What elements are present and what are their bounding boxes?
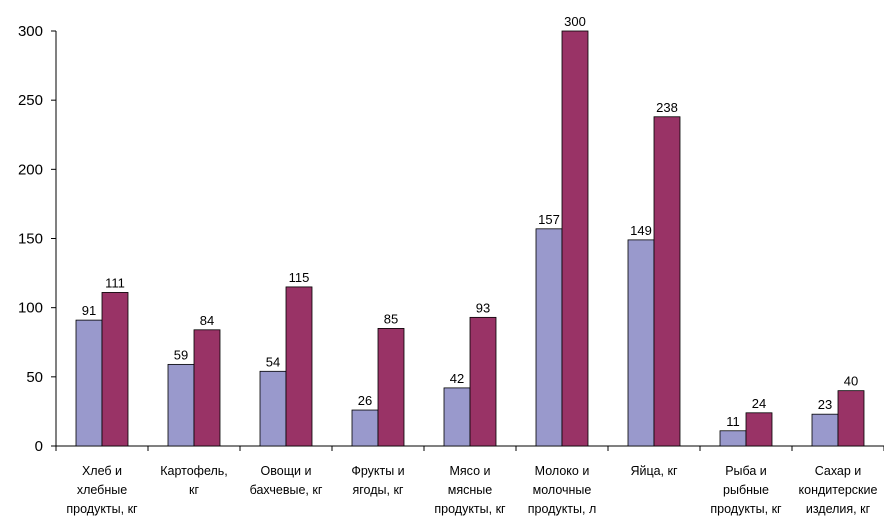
x-tick-label: Картофель,: [160, 464, 228, 478]
data-label-series1-1: 91: [82, 303, 96, 318]
y-tick-label: 150: [18, 231, 43, 248]
x-tick-label: кондитерские: [799, 483, 878, 497]
data-label-series1-6: 157: [538, 212, 560, 227]
bar-series1-3: [259, 370, 287, 447]
x-tick-label: Хлеб и: [82, 464, 122, 478]
y-tick-label: 50: [26, 369, 43, 386]
x-tick-label: Мясо и: [450, 464, 491, 478]
bar-series2-4: [377, 328, 405, 447]
data-label-series1-8: 11: [726, 414, 740, 429]
bar-series1-5: [443, 387, 471, 447]
x-tick-label: изделия, кг: [806, 502, 871, 516]
bar-series1-9: [811, 413, 839, 447]
data-label-series1-5: 42: [450, 371, 464, 386]
bar-series1-7: [627, 239, 655, 447]
data-label-series2-1: 111: [105, 275, 125, 290]
data-label-series2-6: 300: [564, 14, 586, 29]
y-tick-label: 0: [35, 438, 43, 455]
data-label-series1-4: 26: [358, 393, 372, 408]
y-tick-label: 300: [18, 23, 43, 40]
x-tick-label: молочные: [533, 483, 592, 497]
y-tick-label: 100: [18, 300, 43, 317]
x-tick-label: Овощи и: [261, 464, 312, 478]
data-label-series2-2: 84: [200, 313, 214, 328]
x-tick-label: бахчевые, кг: [250, 483, 323, 497]
x-tick-label: хлебные: [77, 483, 127, 497]
bar-series2-3: [285, 286, 313, 447]
bar-series2-7: [653, 116, 681, 447]
data-label-series2-5: 93: [476, 300, 490, 315]
bar-series2-5: [469, 316, 497, 447]
bar-series1-4: [351, 409, 379, 447]
data-label-series2-8: 24: [752, 396, 766, 411]
data-label-series2-4: 85: [384, 311, 398, 326]
x-tick-label: продукты, кг: [434, 502, 506, 516]
bar-series2-9: [837, 390, 865, 447]
bar-series1-1: [75, 319, 103, 447]
data-label-series1-2: 59: [174, 347, 188, 362]
x-tick-label: Сахар и: [815, 464, 862, 478]
bar-series2-2: [193, 329, 221, 447]
y-tick-label: 250: [18, 92, 43, 109]
bar-series1-6: [535, 228, 563, 447]
bar-series2-8: [745, 412, 773, 447]
x-tick-label: мясные: [448, 483, 493, 497]
x-tick-label: продукты, кг: [66, 502, 138, 516]
bar-series1-2: [167, 363, 195, 447]
bar-series2-1: [101, 292, 129, 447]
data-label-series1-7: 149: [630, 223, 652, 238]
data-label-series2-9: 40: [844, 374, 858, 389]
y-tick-label: 200: [18, 161, 43, 178]
x-tick-label: Молоко и: [535, 464, 590, 478]
data-label-series2-3: 115: [289, 270, 310, 285]
data-label-series2-7: 238: [656, 100, 678, 115]
data-label-series1-3: 54: [266, 354, 280, 369]
x-tick-label: ягоды, кг: [353, 483, 404, 497]
bar-series1-8: [719, 430, 747, 447]
x-tick-label: кг: [189, 483, 199, 497]
x-tick-label: Яйца, кг: [630, 464, 678, 478]
bar-series2-6: [561, 30, 589, 447]
data-label-series1-9: 23: [818, 397, 832, 412]
x-tick-label: продукты, кг: [710, 502, 782, 516]
x-tick-label: Фрукты и: [351, 464, 404, 478]
x-tick-label: Рыба и: [725, 464, 767, 478]
x-tick-label: продукты, л: [528, 502, 597, 516]
x-tick-label: рыбные: [723, 483, 769, 497]
